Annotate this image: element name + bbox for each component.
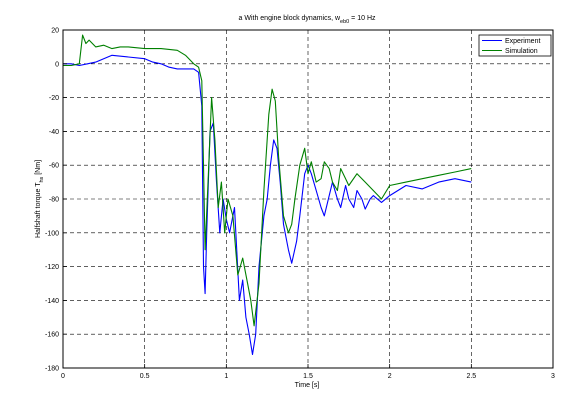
legend: Experiment Simulation xyxy=(478,34,552,57)
legend-label-simulation: Simulation xyxy=(505,48,538,55)
x-tick-label: 1.5 xyxy=(303,373,313,380)
x-tick-label: 3 xyxy=(551,373,555,380)
series-line-simulation xyxy=(63,34,472,327)
x-tick-label: 2 xyxy=(388,373,392,380)
y-tick-label: -100 xyxy=(45,230,59,237)
x-tick-label: 0 xyxy=(61,373,65,380)
y-tick-label: -180 xyxy=(45,366,59,373)
y-tick-label: 20 xyxy=(51,28,59,35)
series-layer xyxy=(63,34,472,356)
y-tick-label: -80 xyxy=(49,197,59,204)
y-axis-label: Halfshaft torque Ths [Nm] xyxy=(35,160,45,238)
y-tick-label: -60 xyxy=(49,163,59,170)
chart-title: a With engine block dynamics, web0 = 10 … xyxy=(239,15,376,25)
series-line-experiment xyxy=(63,54,472,356)
x-tick-label: 2.5 xyxy=(466,373,476,380)
y-tick-label: -40 xyxy=(49,129,59,136)
y-tick-label: -20 xyxy=(49,95,59,102)
x-tick-label: 0.5 xyxy=(140,373,150,380)
legend-label-experiment: Experiment xyxy=(505,38,540,45)
y-tick-label: -140 xyxy=(45,298,59,305)
y-tick-label: -120 xyxy=(45,264,59,271)
x-tick-label: 1 xyxy=(224,373,228,380)
y-tick-label: -160 xyxy=(45,332,59,339)
x-ticks: 0 0.5 1 1.5 2 2.5 3 xyxy=(61,364,555,380)
y-tick-label: 0 xyxy=(55,61,59,68)
x-axis-label: Time [s] xyxy=(295,382,320,389)
y-ticks: 20 0 -20 -40 -60 -80 -100 -120 -140 -160 -180 xyxy=(45,28,67,373)
